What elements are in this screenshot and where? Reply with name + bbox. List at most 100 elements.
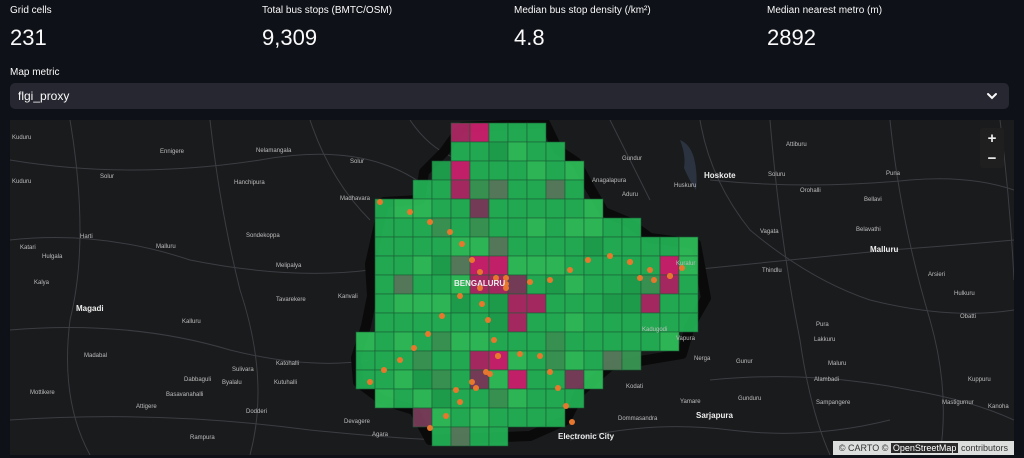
metro-station-dot[interactable] — [503, 281, 509, 287]
grid-cell[interactable] — [640, 331, 661, 352]
metro-station-dot[interactable] — [485, 317, 491, 323]
grid-cell[interactable] — [507, 293, 528, 314]
grid-cell[interactable] — [488, 293, 509, 314]
grid-cell[interactable] — [412, 198, 433, 219]
grid-cell[interactable] — [564, 274, 585, 295]
metro-station-dot[interactable] — [517, 351, 523, 357]
attribution-carto-link[interactable]: CARTO — [848, 443, 880, 453]
grid-cell[interactable] — [526, 198, 547, 219]
metro-station-dot[interactable] — [483, 369, 489, 375]
metro-station-dot[interactable] — [457, 399, 463, 405]
grid-cell[interactable] — [412, 369, 433, 390]
grid-cell[interactable] — [564, 179, 585, 200]
grid-cell[interactable] — [469, 160, 490, 181]
metro-station-dot[interactable] — [503, 275, 509, 281]
metro-station-dot[interactable] — [377, 199, 383, 205]
grid-cell[interactable] — [488, 141, 509, 162]
grid-cell[interactable] — [374, 217, 395, 238]
grid-cell[interactable] — [431, 274, 452, 295]
grid-cell[interactable] — [564, 217, 585, 238]
grid-cell[interactable] — [602, 331, 623, 352]
grid-cell[interactable] — [507, 160, 528, 181]
grid-cell[interactable] — [507, 312, 528, 333]
grid-cell[interactable] — [564, 293, 585, 314]
grid-cell[interactable] — [488, 179, 509, 200]
grid-cell[interactable] — [450, 331, 471, 352]
grid-cell[interactable] — [412, 407, 433, 428]
grid-cell[interactable] — [621, 217, 642, 238]
grid-cell[interactable] — [545, 236, 566, 257]
grid-cell[interactable] — [412, 179, 433, 200]
metro-station-dot[interactable] — [459, 241, 465, 247]
metro-station-dot[interactable] — [453, 387, 459, 393]
grid-cell[interactable] — [678, 236, 699, 257]
metro-station-dot[interactable] — [651, 277, 657, 283]
grid-cell[interactable] — [602, 293, 623, 314]
grid-cell[interactable] — [545, 293, 566, 314]
metro-station-dot[interactable] — [491, 337, 497, 343]
metro-station-dot[interactable] — [647, 267, 653, 273]
metro-station-dot[interactable] — [427, 219, 433, 225]
metro-station-dot[interactable] — [447, 229, 453, 235]
metro-station-dot[interactable] — [569, 419, 575, 425]
grid-cell[interactable] — [469, 179, 490, 200]
metro-station-dot[interactable] — [495, 353, 501, 359]
grid-cell[interactable] — [393, 293, 414, 314]
grid-cell[interactable] — [431, 388, 452, 409]
grid-cell[interactable] — [545, 160, 566, 181]
grid-cell[interactable] — [621, 312, 642, 333]
grid-cell[interactable] — [374, 388, 395, 409]
grid-cell[interactable] — [583, 274, 604, 295]
metro-station-dot[interactable] — [537, 353, 543, 359]
grid-cell[interactable] — [564, 312, 585, 333]
grid-cell[interactable] — [526, 217, 547, 238]
grid-cell[interactable] — [469, 388, 490, 409]
grid-cell[interactable] — [469, 331, 490, 352]
grid-cell[interactable] — [526, 236, 547, 257]
grid-cell[interactable] — [450, 198, 471, 219]
metro-station-dot[interactable] — [547, 277, 553, 283]
metro-station-dot[interactable] — [443, 413, 449, 419]
metro-station-dot[interactable] — [679, 265, 685, 271]
grid-cell[interactable] — [659, 293, 680, 314]
metro-station-dot[interactable] — [607, 253, 613, 259]
grid-cell[interactable] — [526, 293, 547, 314]
grid-cell[interactable] — [678, 293, 699, 314]
grid-cell[interactable] — [526, 255, 547, 276]
grid-cell[interactable] — [564, 255, 585, 276]
grid-cell[interactable] — [431, 350, 452, 371]
grid-cell[interactable] — [488, 236, 509, 257]
grid-cell[interactable] — [450, 160, 471, 181]
grid-cell[interactable] — [507, 198, 528, 219]
grid-cell[interactable] — [431, 331, 452, 352]
grid-cell[interactable] — [488, 198, 509, 219]
grid-cell[interactable] — [507, 122, 528, 143]
grid-cell[interactable] — [545, 312, 566, 333]
grid-cell[interactable] — [431, 293, 452, 314]
grid-cell[interactable] — [450, 369, 471, 390]
metro-station-dot[interactable] — [367, 379, 373, 385]
grid-cell[interactable] — [659, 331, 680, 352]
grid-cell[interactable] — [507, 179, 528, 200]
map-view[interactable]: Kuduru Ennigere Nelamangala Solur Solur Hanch… — [10, 120, 1014, 455]
grid-cell[interactable] — [488, 388, 509, 409]
grid-cell[interactable] — [526, 122, 547, 143]
grid-cell[interactable] — [469, 122, 490, 143]
grid-cell[interactable] — [355, 350, 376, 371]
metro-station-dot[interactable] — [427, 425, 433, 431]
grid-cell[interactable] — [621, 255, 642, 276]
grid-cell[interactable] — [602, 236, 623, 257]
grid-cell[interactable] — [393, 198, 414, 219]
grid-cell[interactable] — [507, 141, 528, 162]
grid-cell[interactable] — [393, 388, 414, 409]
metro-station-dot[interactable] — [479, 301, 485, 307]
grid-cell[interactable] — [564, 236, 585, 257]
grid-cell[interactable] — [431, 426, 452, 447]
grid-cell[interactable] — [450, 255, 471, 276]
grid-cell[interactable] — [526, 388, 547, 409]
grid-cell[interactable] — [431, 369, 452, 390]
grid-cell[interactable] — [564, 331, 585, 352]
grid-cell[interactable] — [602, 350, 623, 371]
metro-station-dot[interactable] — [469, 257, 475, 263]
map-canvas[interactable]: Kuduru Ennigere Nelamangala Solur Solur Hanch… — [10, 120, 1014, 455]
